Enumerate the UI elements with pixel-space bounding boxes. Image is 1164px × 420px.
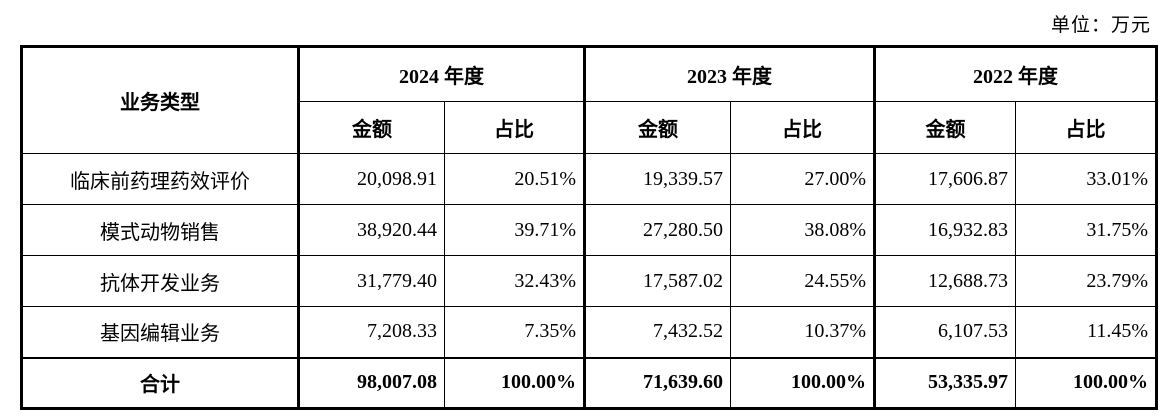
table-row: 临床前药理药效评价 20,098.91 20.51% 19,339.57 27.… <box>21 153 1157 205</box>
total-amount-2024: 98,007.08 <box>297 356 445 409</box>
header-business-type: 业务类型 <box>21 46 299 154</box>
cell-amount-2022: 6,107.53 <box>873 306 1016 358</box>
cell-amount-2023: 17,587.02 <box>583 255 731 307</box>
cell-amount-2022: 17,606.87 <box>873 153 1016 205</box>
table-row: 抗体开发业务 31,779.40 32.43% 17,587.02 24.55%… <box>21 255 1157 307</box>
total-ratio-2022: 100.00% <box>1015 356 1157 409</box>
unit-label: 单位：万元 <box>1050 15 1151 36</box>
cell-ratio-2023: 24.55% <box>730 255 875 307</box>
total-row: 合计 98,007.08 100.00% 71,639.60 100.00% 5… <box>21 356 1157 409</box>
cell-ratio-2023: 27.00% <box>730 153 875 205</box>
cell-amount-2023: 7,432.52 <box>583 306 731 358</box>
cell-amount-2022: 16,932.83 <box>873 204 1016 256</box>
header-year-2022: 2022 年度 <box>873 46 1157 102</box>
total-amount-2022: 53,335.97 <box>873 356 1016 409</box>
header-row-years: 业务类型 2024 年度 2023 年度 2022 年度 <box>21 46 1157 154</box>
cell-amount-2024: 38,920.44 <box>297 204 445 256</box>
table-row: 基因编辑业务 7,208.33 7.35% 7,432.52 10.37% 6,… <box>21 306 1157 358</box>
header-ratio-2024: 占比 <box>444 101 585 154</box>
cell-amount-2024: 31,779.40 <box>297 255 445 307</box>
total-ratio-2023: 100.00% <box>730 356 875 409</box>
cell-amount-2022: 12,688.73 <box>873 255 1016 307</box>
cell-ratio-2022: 31.75% <box>1015 204 1157 256</box>
row-label: 临床前药理药效评价 <box>21 153 299 205</box>
cell-ratio-2023: 10.37% <box>730 306 875 358</box>
cell-ratio-2022: 33.01% <box>1015 153 1157 205</box>
cell-ratio-2024: 7.35% <box>444 306 585 358</box>
table-row: 模式动物销售 38,920.44 39.71% 27,280.50 38.08%… <box>21 204 1157 256</box>
header-amount-2022: 金额 <box>873 101 1016 154</box>
row-label: 基因编辑业务 <box>21 306 299 358</box>
cell-ratio-2022: 11.45% <box>1015 306 1157 358</box>
cell-amount-2024: 7,208.33 <box>297 306 445 358</box>
row-label: 模式动物销售 <box>21 204 299 256</box>
cell-amount-2024: 20,098.91 <box>297 153 445 205</box>
header-ratio-2023: 占比 <box>730 101 875 154</box>
cell-amount-2023: 27,280.50 <box>583 204 731 256</box>
row-label: 抗体开发业务 <box>21 255 299 307</box>
header-year-2024: 2024 年度 <box>297 46 585 102</box>
header-ratio-2022: 占比 <box>1015 101 1157 154</box>
header-row-subcolumns: 金额 占比 金额 占比 金额 占比 <box>22 101 1157 154</box>
header-amount-2023: 金额 <box>583 101 731 154</box>
cell-ratio-2024: 20.51% <box>444 153 585 205</box>
total-label: 合计 <box>21 356 299 409</box>
revenue-by-business-table: 业务类型 2024 年度 2023 年度 2022 年度 金额 占比 金额 占比… <box>20 45 1158 410</box>
cell-ratio-2023: 38.08% <box>730 204 875 256</box>
header-amount-2024: 金额 <box>297 101 445 154</box>
total-ratio-2024: 100.00% <box>444 356 585 409</box>
cell-amount-2023: 19,339.57 <box>583 153 731 205</box>
header-year-2023: 2023 年度 <box>583 46 875 102</box>
cell-ratio-2024: 39.71% <box>444 204 585 256</box>
total-amount-2023: 71,639.60 <box>583 356 731 409</box>
cell-ratio-2024: 32.43% <box>444 255 585 307</box>
cell-ratio-2022: 23.79% <box>1015 255 1157 307</box>
